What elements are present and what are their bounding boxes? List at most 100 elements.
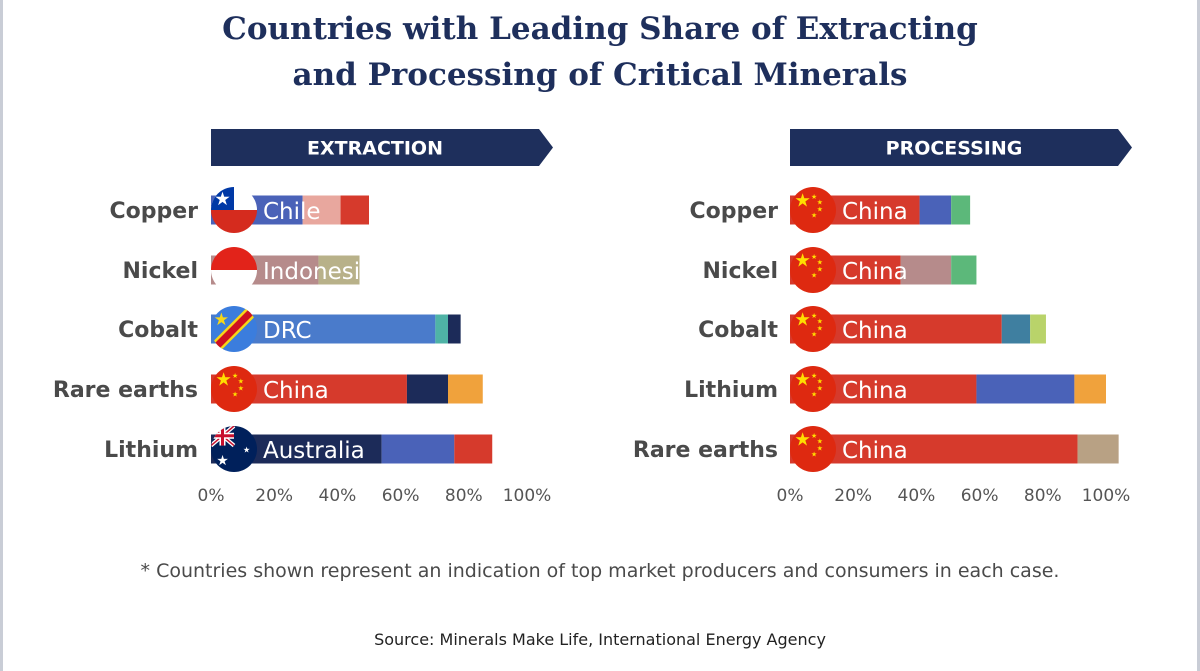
svg-text:★: ★ xyxy=(794,369,811,390)
title-line-1: Countries with Leading Share of Extracti… xyxy=(222,11,978,47)
svg-text:★: ★ xyxy=(811,313,817,320)
bar-segment xyxy=(951,255,977,285)
svg-text:★: ★ xyxy=(243,445,250,454)
category-label: Cobalt xyxy=(698,318,778,343)
svg-text:★: ★ xyxy=(214,309,229,329)
country-label: Australia xyxy=(263,438,365,464)
chart-title: Countries with Leading Share of Extracti… xyxy=(0,6,1200,98)
australia-flag-icon: ★★ xyxy=(211,426,257,472)
bar-segment xyxy=(448,374,483,404)
svg-text:★: ★ xyxy=(817,439,823,446)
category-label: Rare earths xyxy=(53,378,198,403)
bar-segment xyxy=(919,195,952,225)
category-label: Nickel xyxy=(703,259,779,284)
svg-text:★: ★ xyxy=(811,254,817,261)
bar-segment xyxy=(1074,374,1106,404)
china-flag-icon: ★ ★★★★ xyxy=(790,306,836,352)
panel-header-banner xyxy=(790,129,1132,166)
svg-text:★: ★ xyxy=(216,453,228,468)
category-label: Lithium xyxy=(684,378,778,403)
category-label: Copper xyxy=(689,199,778,224)
bar-segment xyxy=(951,195,971,225)
country-label: DRC xyxy=(263,318,312,344)
footnote: * Countries shown represent an indicatio… xyxy=(140,560,1060,582)
chile-flag-icon: ★ xyxy=(211,187,257,233)
china-flag-icon: ★ ★★★★ xyxy=(790,247,836,293)
svg-text:★: ★ xyxy=(232,373,238,380)
x-tick-label: 60% xyxy=(961,486,999,506)
source-note: Source: Minerals Make Life, Internationa… xyxy=(374,630,826,649)
title-line-2: and Processing of Critical Minerals xyxy=(292,57,908,93)
country-label: Indonesia xyxy=(263,259,374,285)
x-tick-label: 80% xyxy=(1024,486,1062,506)
panel-header-label: PROCESSING xyxy=(886,138,1023,160)
svg-text:★: ★ xyxy=(811,194,817,201)
bar-segment xyxy=(900,255,952,285)
processing-panel: PROCESSING Copper China Nickel China Cobalt Ch… xyxy=(633,129,1132,506)
svg-text:★: ★ xyxy=(214,188,231,209)
svg-text:★: ★ xyxy=(238,379,244,386)
svg-text:★: ★ xyxy=(811,451,817,458)
x-tick-label: 80% xyxy=(445,486,483,506)
svg-text:★: ★ xyxy=(794,429,811,450)
x-tick-label: 20% xyxy=(834,486,872,506)
bar-segment xyxy=(302,195,341,225)
country-label: China xyxy=(842,438,908,464)
indonesia-flag-icon xyxy=(211,247,257,293)
x-tick-label: 60% xyxy=(382,486,420,506)
svg-text:★: ★ xyxy=(811,272,817,279)
svg-text:★: ★ xyxy=(817,326,823,333)
china-flag-icon: ★ ★★★★ xyxy=(211,366,257,412)
country-label: Chile xyxy=(263,199,321,225)
drc-flag-icon: ★ xyxy=(211,306,257,352)
extraction-panel: EXTRACTION Copper Chile Nickel Indonesia Coba… xyxy=(53,129,553,506)
bar-segment xyxy=(381,434,455,464)
country-label: China xyxy=(842,199,908,225)
x-tick-label: 100% xyxy=(503,486,552,506)
category-label: Copper xyxy=(109,199,198,224)
category-label: Cobalt xyxy=(118,318,198,343)
svg-text:★: ★ xyxy=(817,446,823,453)
svg-text:★: ★ xyxy=(794,190,811,211)
bar-segment xyxy=(976,374,1075,404)
svg-text:★: ★ xyxy=(811,212,817,219)
svg-text:★: ★ xyxy=(232,391,238,398)
bar-segment xyxy=(790,434,1078,464)
bar-segment xyxy=(448,314,461,344)
bar-segment xyxy=(406,374,448,404)
svg-text:★: ★ xyxy=(817,319,823,326)
china-flag-icon: ★ ★★★★ xyxy=(790,366,836,412)
x-tick-label: 20% xyxy=(255,486,293,506)
panel-header-label: EXTRACTION xyxy=(307,138,443,160)
country-label: China xyxy=(842,378,908,404)
x-tick-label: 40% xyxy=(898,486,936,506)
country-label: China xyxy=(263,378,329,404)
bar-segment xyxy=(1001,314,1031,344)
china-flag-icon: ★ ★★★★ xyxy=(790,187,836,233)
panel-header-banner xyxy=(211,129,553,166)
bar-segment xyxy=(318,255,360,285)
svg-text:★: ★ xyxy=(794,250,811,271)
category-label: Nickel xyxy=(123,259,199,284)
svg-text:★: ★ xyxy=(215,369,232,390)
x-tick-label: 0% xyxy=(198,486,225,506)
x-tick-label: 40% xyxy=(319,486,357,506)
category-label: Lithium xyxy=(104,438,198,463)
svg-text:★: ★ xyxy=(817,267,823,274)
svg-text:★: ★ xyxy=(817,207,823,214)
country-label: China xyxy=(842,318,908,344)
svg-text:★: ★ xyxy=(817,260,823,267)
svg-text:★: ★ xyxy=(817,200,823,207)
x-tick-label: 0% xyxy=(777,486,804,506)
bar-segment xyxy=(340,195,369,225)
svg-text:★: ★ xyxy=(817,379,823,386)
bar-segment xyxy=(1077,434,1119,464)
svg-text:★: ★ xyxy=(238,386,244,393)
bar-segment xyxy=(1030,314,1046,344)
country-label: China xyxy=(842,259,908,285)
svg-text:★: ★ xyxy=(811,391,817,398)
svg-text:★: ★ xyxy=(794,309,811,330)
svg-text:★: ★ xyxy=(811,331,817,338)
